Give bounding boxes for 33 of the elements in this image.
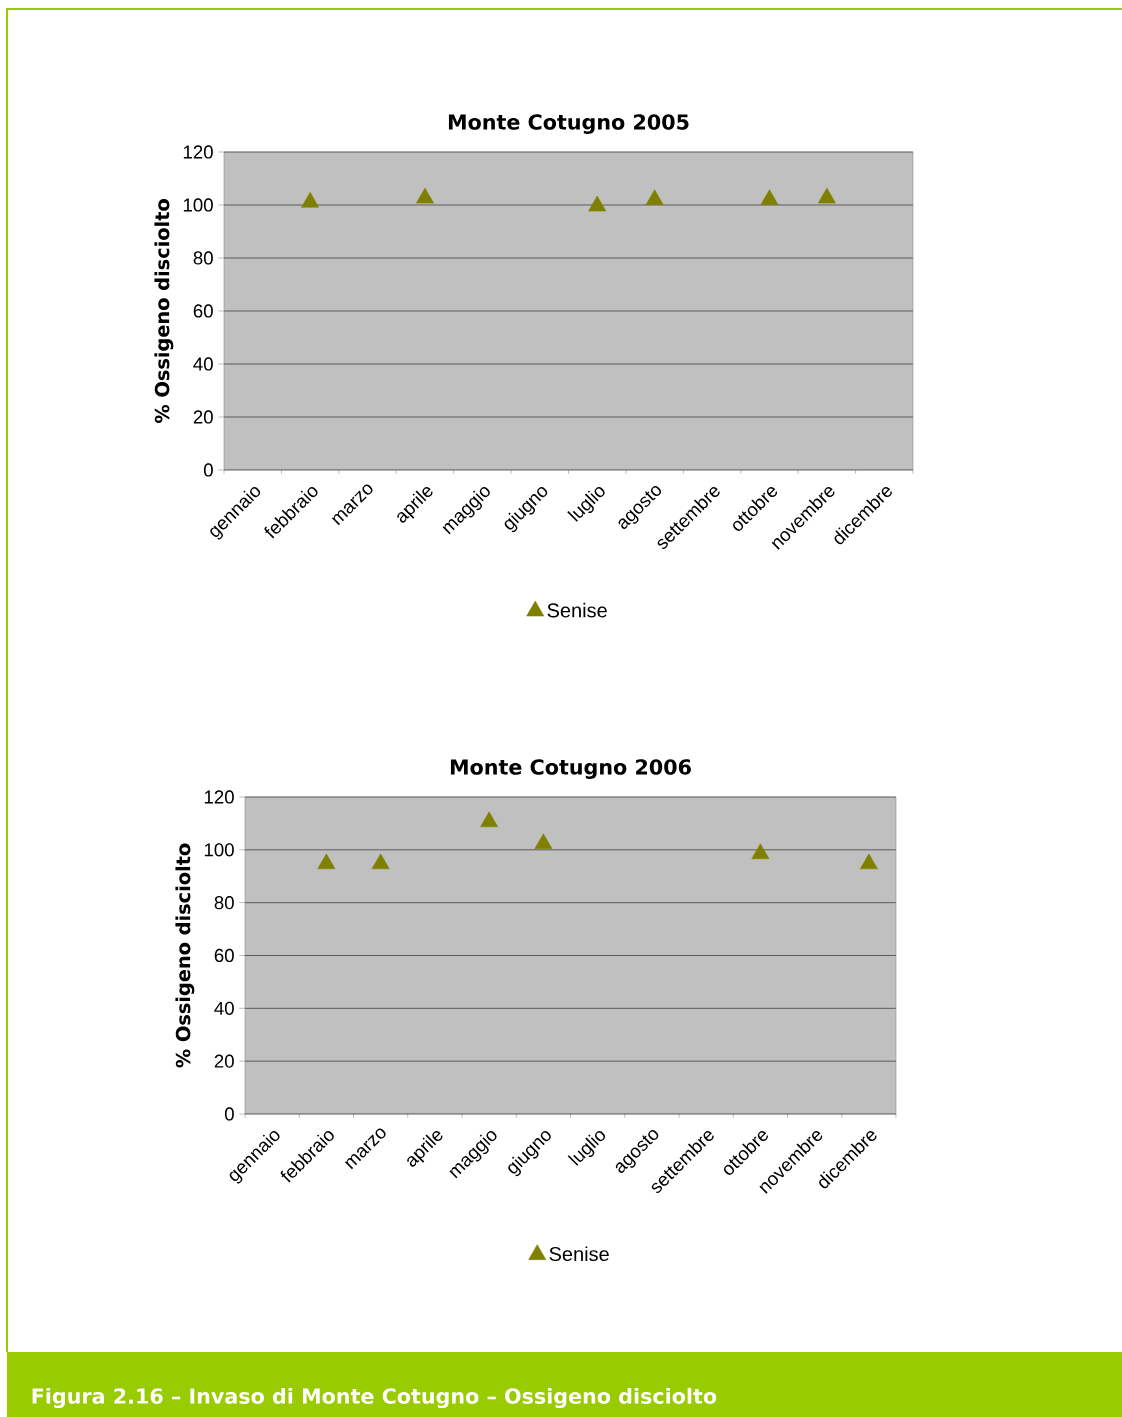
y-tick-label: 20 <box>214 1054 234 1068</box>
point <box>371 853 390 870</box>
point <box>760 189 779 205</box>
y-tick-label: 120 <box>204 790 234 804</box>
y-axis-title: % Ossigeno disciolto <box>175 843 195 1068</box>
legend-label: Senise <box>547 602 607 618</box>
chart-title: Monte Cotugno 2005 <box>448 114 689 134</box>
point <box>645 189 664 205</box>
y-tick-label: 40 <box>214 1001 234 1015</box>
y-tick-label: 80 <box>214 896 234 910</box>
y-axis-title: % Ossigeno disciolto <box>154 199 174 424</box>
text: Figura 2.16 – Invaso di Monte Cotugno – Ossigeno disciolto <box>32 1387 717 1409</box>
y-tick-label: 40 <box>193 357 213 371</box>
point <box>817 187 836 204</box>
y-tick-label: 120 <box>183 145 213 159</box>
point <box>317 853 336 870</box>
point <box>301 192 320 208</box>
y-tick-label: 60 <box>214 948 234 963</box>
point <box>751 843 770 860</box>
y-tick-label: 80 <box>193 251 213 265</box>
point <box>534 833 553 850</box>
point <box>588 195 607 212</box>
point <box>480 811 499 828</box>
chart-title: Monte Cotugno 2006 <box>450 759 691 779</box>
y-tick-label: 100 <box>183 198 213 212</box>
y-tick-label: 0 <box>224 1107 234 1121</box>
point <box>416 187 434 204</box>
y-tick-label: 20 <box>193 410 213 424</box>
y-tick-label: 100 <box>204 843 234 857</box>
y-tick-label: 60 <box>193 304 213 318</box>
legend-label: Senise <box>549 1246 609 1262</box>
y-tick-label: 0 <box>203 463 213 477</box>
point <box>859 853 878 870</box>
